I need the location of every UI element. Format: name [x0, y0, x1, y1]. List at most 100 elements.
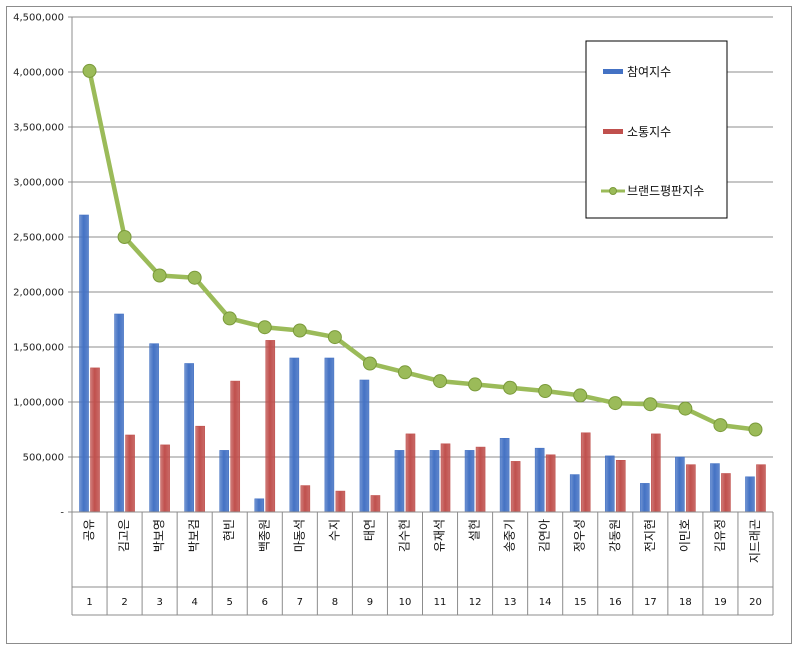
- bar-participation: [254, 498, 265, 513]
- brand-index-marker: [292, 323, 307, 338]
- brand-index-marker: [573, 388, 588, 403]
- brand-index-marker: [82, 63, 97, 78]
- bar-communication: [90, 367, 100, 513]
- bar-communication: [405, 433, 416, 513]
- rank-label: 3: [156, 597, 162, 608]
- brand-index-line: [82, 63, 763, 437]
- bar-communication: [475, 446, 486, 513]
- rank-label: 13: [504, 597, 517, 608]
- brand-index-marker: [433, 374, 448, 389]
- bar-participation: [745, 476, 755, 513]
- brand-index-marker: [397, 365, 412, 380]
- bar-communication: [580, 432, 591, 513]
- axes: [71, 17, 774, 616]
- brand-index-marker: [117, 230, 132, 244]
- rank-label: 2: [121, 597, 127, 608]
- brand-index-marker: [503, 380, 518, 395]
- bar-participation: [149, 343, 159, 513]
- brand-index-marker: [362, 356, 377, 371]
- category-label: 지드래곤: [748, 519, 762, 563]
- y-tick-label: 1,000,000: [13, 398, 64, 409]
- bar-communication: [756, 464, 766, 513]
- bar-communication: [651, 433, 661, 513]
- bar-participation: [394, 450, 405, 513]
- bar-communication: [335, 490, 346, 513]
- y-tick-label: 4,500,000: [13, 13, 64, 24]
- category-label: 박보검: [187, 519, 201, 552]
- bar-communication: [300, 485, 311, 513]
- rank-label: 18: [679, 597, 692, 608]
- category-label: 김유정: [713, 519, 727, 552]
- rank-label: 1: [86, 597, 92, 608]
- bar-participation: [569, 474, 580, 513]
- rank-label: 10: [399, 597, 412, 608]
- bar-participation: [289, 357, 300, 513]
- bar-participation: [219, 450, 230, 513]
- bar-participation: [114, 313, 124, 513]
- bar-participation: [499, 437, 510, 513]
- bar-communication: [265, 340, 276, 513]
- bar-participation: [534, 447, 545, 513]
- y-tick-label: 500,000: [23, 453, 64, 464]
- brand-index-marker: [187, 270, 202, 285]
- rank-label: 11: [434, 597, 447, 608]
- legend-label-brand: 브랜드평판지수: [627, 184, 704, 198]
- rank-label: 4: [191, 597, 197, 608]
- category-label: 공유: [82, 519, 96, 541]
- rank-label: 12: [469, 597, 482, 608]
- y-tick-label: 4,000,000: [13, 68, 64, 79]
- brand-index-marker: [538, 384, 553, 398]
- brand-index-marker: [152, 268, 167, 283]
- bar-participation: [324, 357, 335, 513]
- brand-index-marker: [678, 401, 693, 416]
- brand-index-marker: [608, 396, 623, 411]
- bar-participation: [429, 450, 440, 513]
- category-label: 전지현: [643, 519, 657, 552]
- bar-participation: [675, 456, 685, 513]
- category-label: 김고은: [117, 519, 131, 552]
- category-label: 수지: [327, 519, 341, 541]
- y-tick-label: 3,000,000: [13, 178, 64, 189]
- brand-index-marker: [713, 418, 728, 433]
- rank-label: 9: [367, 597, 373, 608]
- category-label: 송중기: [503, 519, 517, 552]
- category-label: 정우성: [573, 519, 587, 552]
- category-label: 백종원: [257, 519, 271, 552]
- bar-communication: [721, 473, 731, 513]
- bar-communication: [230, 380, 241, 513]
- brand-index-marker: [327, 330, 342, 345]
- rank-label: 15: [574, 597, 587, 608]
- legend-label-participation: 참여지수: [627, 65, 671, 79]
- bar-participation: [604, 455, 615, 513]
- y-axis-ticks: - 500,000 1,000,000 1,500,000 2,000,000 2,500…: [13, 13, 72, 519]
- rank-label: 8: [332, 597, 338, 608]
- legend: 참여지수 소통지수 브랜드평판지수: [585, 40, 728, 219]
- rank-label: 6: [262, 597, 268, 608]
- bar-participation: [640, 483, 650, 513]
- rank-label: 7: [297, 597, 303, 608]
- bar-communication: [125, 434, 135, 513]
- category-labels: 공유 1 김고은 2 박보영 3 박보검 4 현빈 5 백종원 6 마동석 7 수지 8 태연 9 김수현 10 유재석…: [82, 519, 762, 608]
- category-label: 태연: [362, 519, 376, 541]
- bar-communication: [370, 495, 381, 513]
- rank-label: 19: [714, 597, 727, 608]
- bar-communication: [510, 461, 521, 513]
- rank-label: 5: [227, 597, 233, 608]
- bar-communication: [160, 444, 170, 513]
- category-label: 현빈: [222, 519, 236, 541]
- brand-index-marker: [468, 377, 483, 392]
- legend-swatch-communication: [603, 129, 623, 134]
- bar-participation: [464, 450, 475, 513]
- bar-communication: [195, 425, 205, 513]
- brand-index-marker: [748, 422, 763, 437]
- bar-participation: [184, 363, 194, 513]
- y-tick-label: 3,500,000: [13, 123, 64, 134]
- bar-participation: [79, 214, 89, 513]
- rank-label: 16: [609, 597, 622, 608]
- rank-label: 20: [749, 597, 762, 608]
- bars: [79, 214, 766, 513]
- category-label: 유재석: [433, 519, 447, 552]
- category-label: 강동원: [608, 519, 622, 552]
- y-tick-label: -: [60, 508, 64, 519]
- bar-communication: [545, 454, 556, 513]
